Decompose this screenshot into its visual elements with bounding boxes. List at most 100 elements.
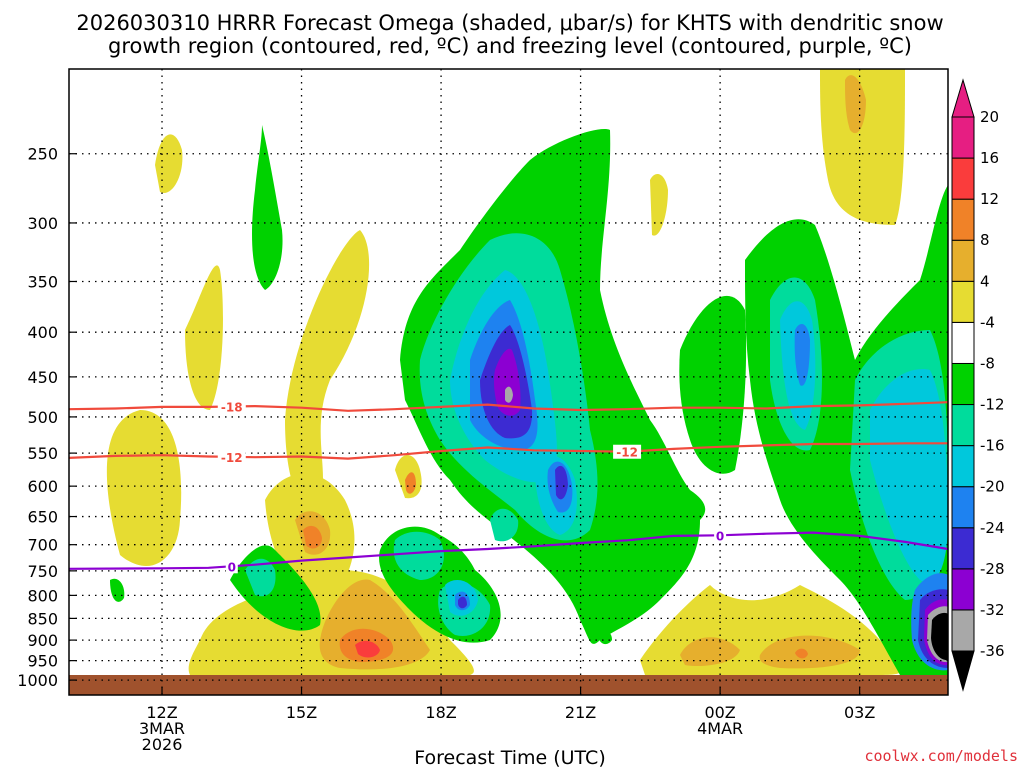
colorbar-label: -12: [980, 396, 1005, 414]
colorbar-label: 16: [980, 149, 999, 167]
omega-negative-core: [494, 348, 521, 416]
colorbar-label: -4: [980, 313, 995, 331]
credit-link[interactable]: coolwx.com/models: [864, 747, 1018, 765]
colorbar-swatch: [951, 568, 975, 611]
plot-frame: [68, 68, 949, 696]
colorbar-swatch: [951, 198, 975, 241]
y-tick-label: 1000: [17, 671, 58, 690]
x-tick-label: 21Z: [565, 703, 596, 722]
y-tick-label: 350: [27, 272, 58, 291]
colorbar-label: 12: [980, 190, 999, 208]
colorbar-swatch: [951, 362, 975, 406]
omega-negative-core: [931, 612, 948, 661]
omega-positive-core: [303, 525, 322, 549]
omega-negative-region: [245, 558, 276, 597]
colorbar-label: 20: [980, 108, 999, 126]
y-tick-label: 500: [27, 408, 58, 427]
x-tick-label: 3MAR: [139, 719, 185, 738]
x-axis-label: Forecast Time (UTC): [414, 747, 605, 768]
x-tick-label: 18Z: [425, 703, 456, 722]
colorbar-swatch: [951, 527, 975, 570]
omega-positive-core: [405, 472, 416, 494]
colorbar-label: -16: [980, 437, 1005, 455]
omega-negative-region: [598, 631, 612, 645]
colorbar-swatch: [951, 404, 975, 447]
omega-positive-core: [680, 637, 740, 667]
contour-minus-18: [69, 401, 948, 412]
omega-negative-region: [555, 465, 568, 500]
contour-label: 0: [228, 560, 236, 574]
y-tick-label: 900: [27, 631, 58, 650]
colorbar-label: 8: [980, 231, 990, 249]
contour-label: -12: [221, 451, 243, 465]
omega-negative-region: [252, 125, 283, 290]
omega-positive-region: [185, 265, 223, 410]
y-tick-label: 850: [27, 609, 58, 628]
y-tick-label: 400: [27, 323, 58, 342]
omega-negative-region: [393, 531, 444, 580]
colorbar-extend-low: [951, 650, 975, 692]
contour-label: -18: [221, 401, 243, 415]
chart-title-line-1: 2026030310 HRRR Forecast Omega (shaded, …: [76, 11, 943, 35]
contour-label-bg: [613, 444, 642, 459]
colorbar-label: -8: [980, 354, 995, 372]
contour-label-bg: [225, 559, 238, 574]
colorbar-swatch: [951, 116, 975, 159]
omega-negative-core: [505, 386, 513, 403]
x-tick-label: 12Z: [146, 703, 177, 722]
x-tick-label: 2026: [142, 735, 183, 754]
colorbar-label: -32: [980, 601, 1005, 619]
contour-label-bg: [217, 449, 246, 464]
y-tick-label: 550: [27, 444, 58, 463]
colorbar-swatch: [951, 609, 975, 652]
y-tick-label: 650: [27, 508, 58, 527]
omega-positive-region: [650, 174, 668, 236]
omega-positive-core: [355, 640, 380, 658]
colorbar-label: 4: [980, 272, 990, 290]
y-tick-label: 700: [27, 536, 58, 555]
colorbar-label: -28: [980, 560, 1005, 578]
omega-negative-region: [870, 369, 948, 583]
omega-negative-region: [458, 596, 467, 609]
omega-negative-region: [679, 295, 747, 474]
colorbar-swatch: [951, 321, 975, 364]
omega-negative-region: [794, 324, 810, 386]
contour-label: 0: [716, 529, 724, 543]
omega-positive-region: [155, 134, 183, 193]
colorbar-label: -20: [980, 478, 1005, 496]
x-tick-label: 4MAR: [697, 719, 743, 738]
contour-0: [69, 531, 948, 570]
y-tick-label: 600: [27, 477, 58, 496]
omega-positive-region: [820, 69, 905, 225]
omega-positive-region: [106, 410, 182, 567]
colorbar-swatch: [951, 445, 975, 488]
omega-negative-region: [110, 578, 125, 602]
x-tick-label: 00Z: [704, 703, 735, 722]
colorbar-extend-high: [951, 78, 975, 118]
colorbar-swatch: [951, 157, 975, 200]
ground-fill: [69, 675, 948, 695]
contour-label-bg: [714, 528, 727, 543]
x-tick-label: 15Z: [286, 703, 317, 722]
contour-minus-12: [69, 442, 948, 460]
colorbar-swatch: [951, 486, 975, 529]
y-tick-label: 250: [27, 145, 58, 164]
omega-positive-core: [845, 75, 866, 134]
y-tick-label: 300: [27, 214, 58, 233]
chart-title-line-2: growth region (contoured, red, ºC) and f…: [108, 34, 912, 58]
colorbar-swatch: [951, 239, 975, 282]
omega-positive-region: [285, 230, 370, 506]
omega-positive-core: [795, 648, 808, 659]
y-tick-label: 450: [27, 368, 58, 387]
colorbar-swatch: [951, 280, 975, 323]
y-tick-label: 750: [27, 562, 58, 581]
omega-shaded-field: [106, 69, 948, 675]
contour-label-bg: [217, 399, 246, 414]
x-tick-label: 03Z: [844, 703, 875, 722]
colorbar: -36 -32 -28 -24 -20 -16 -12 -8 -4 4 8 12 16 20: [951, 78, 1005, 692]
y-tick-label: 800: [27, 586, 58, 605]
colorbar-label: -36: [980, 642, 1005, 660]
colorbar-label: -24: [980, 519, 1005, 537]
contour-label: -12: [616, 446, 638, 460]
